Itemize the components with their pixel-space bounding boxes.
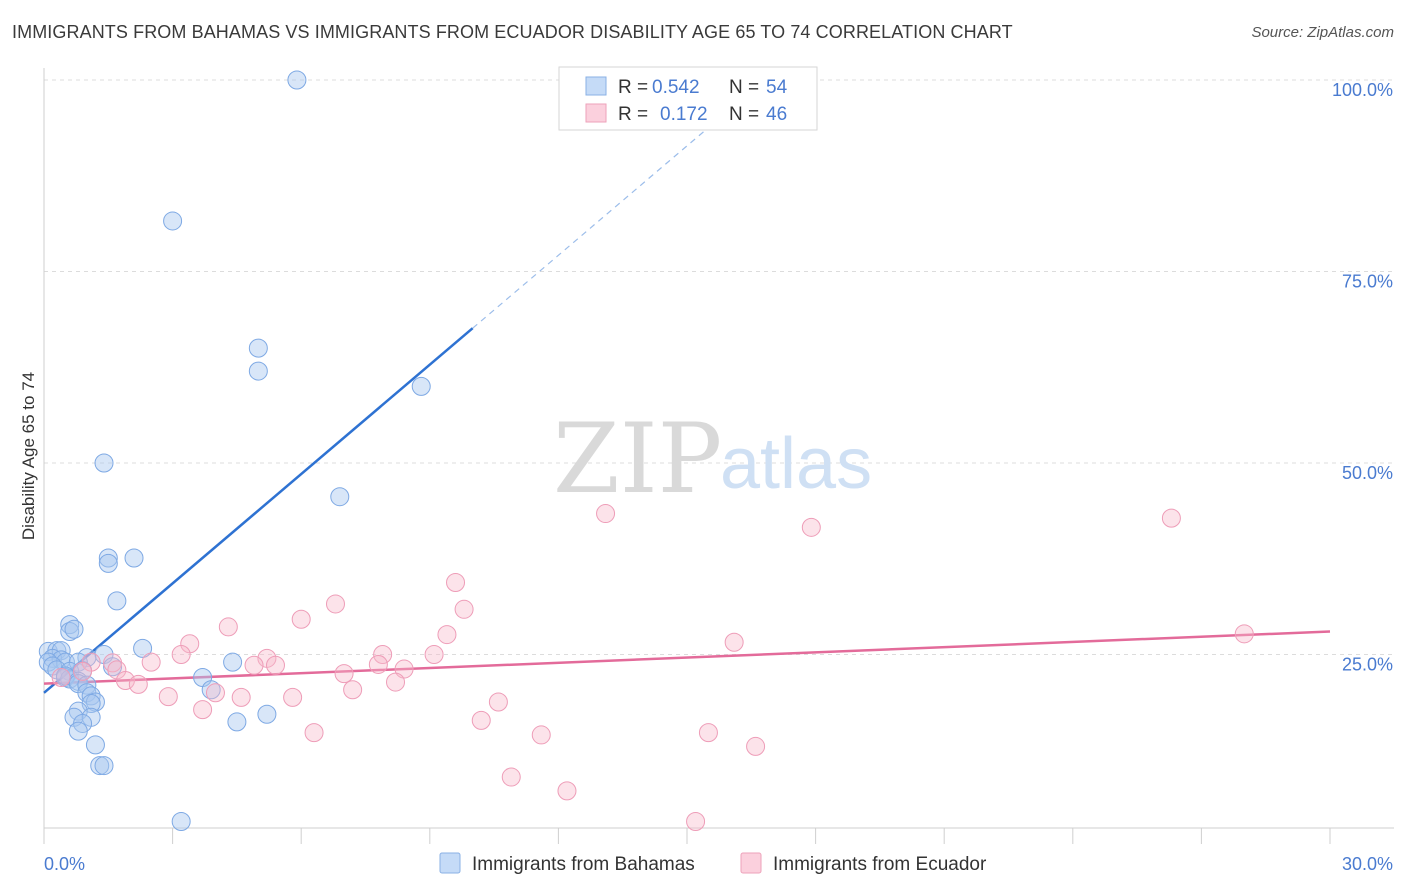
legend-n-value-1: 54 — [766, 77, 788, 98]
point-bahamas-7 — [98, 548, 118, 568]
point-ecuador-14 — [424, 645, 444, 664]
point-ecuador-1 — [801, 517, 821, 537]
point-bahamas-53 — [171, 811, 191, 831]
legend-n-label-2: N = — [729, 104, 759, 125]
point-bahamas-6 — [330, 487, 350, 507]
point-ecuador-43 — [557, 781, 577, 801]
point-ecuador-21 — [368, 654, 388, 674]
point-ecuador-40 — [698, 723, 718, 743]
point-bahamas-2 — [248, 338, 268, 358]
point-ecuador-16 — [141, 652, 161, 672]
point-ecuador-0 — [596, 504, 616, 524]
stats-legend: R = 0.542 N = 54 R = 0.172 N = 46 — [558, 66, 818, 131]
point-bahamas-51 — [90, 756, 110, 776]
series-legend-label-ecuador: Immigrants from Ecuador — [773, 854, 987, 875]
point-ecuador-29 — [386, 672, 406, 692]
point-ecuador-26 — [51, 667, 71, 687]
watermark: ZIP atlas — [553, 403, 872, 515]
y-tick-label-1: 50.0% — [1342, 463, 1393, 483]
point-ecuador-12 — [171, 645, 191, 664]
y-tick-label-3: 100.0% — [1332, 80, 1393, 100]
point-ecuador-39 — [531, 725, 551, 745]
point-bahamas-18 — [133, 638, 153, 658]
point-ecuador-7 — [218, 617, 238, 637]
point-ecuador-27 — [115, 671, 135, 691]
point-ecuador-32 — [158, 687, 178, 707]
series-legend: Immigrants from Bahamas Immigrants from … — [439, 852, 987, 875]
point-bahamas-47 — [68, 721, 88, 741]
point-ecuador-41 — [746, 736, 766, 756]
point-ecuador-31 — [343, 680, 363, 700]
legend-swatch-bahamas — [585, 76, 607, 96]
point-bahamas-4 — [411, 376, 431, 396]
chart-title: IMMIGRANTS FROM BAHAMAS VS IMMIGRANTS FR… — [12, 22, 1013, 42]
point-bahamas-8 — [124, 548, 144, 568]
y-tick-label-0: 25.0% — [1342, 655, 1393, 675]
watermark-zip: ZIP — [553, 403, 722, 515]
point-ecuador-2 — [1161, 508, 1181, 528]
point-ecuador-10 — [724, 632, 744, 652]
legend-r-value-2: 0.172 — [660, 104, 708, 125]
point-ecuador-37 — [471, 710, 491, 730]
chart-source: Source: ZipAtlas.com — [1251, 24, 1394, 41]
point-ecuador-19 — [244, 655, 264, 675]
legend-swatch-ecuador — [585, 103, 607, 123]
point-ecuador-28 — [128, 674, 148, 694]
trend-lines — [43, 101, 1331, 694]
point-ecuador-4 — [454, 599, 474, 619]
legend-r-label-2: R = — [618, 104, 648, 125]
point-ecuador-36 — [193, 700, 213, 720]
y-tick-label-2: 75.0% — [1342, 272, 1393, 292]
point-ecuador-13 — [373, 645, 393, 664]
axes — [43, 68, 1394, 844]
point-bahamas-52 — [94, 756, 114, 776]
legend-r-value-1: 0.542 — [652, 77, 700, 98]
point-bahamas-36 — [223, 652, 243, 672]
point-ecuador-9 — [437, 625, 457, 645]
point-ecuador-42 — [501, 767, 521, 787]
point-bahamas-0 — [287, 70, 307, 90]
data-points — [38, 70, 1254, 831]
point-bahamas-50 — [85, 735, 105, 755]
point-ecuador-44 — [686, 811, 706, 831]
series-legend-swatch-bahamas — [439, 852, 461, 874]
point-ecuador-5 — [325, 594, 345, 614]
series-legend-swatch-ecuador — [740, 852, 762, 874]
point-bahamas-3 — [248, 361, 268, 381]
point-ecuador-25 — [334, 664, 354, 684]
point-ecuador-20 — [265, 655, 285, 675]
point-bahamas-13 — [64, 619, 84, 639]
point-ecuador-24 — [73, 661, 93, 681]
trend-line-bahamas-extension — [472, 101, 739, 329]
y-axis-label: Disability Age 65 to 74 — [19, 372, 38, 540]
point-ecuador-35 — [488, 692, 508, 712]
trend-line-ecuador — [43, 630, 1331, 685]
point-ecuador-8 — [1234, 624, 1254, 644]
point-ecuador-34 — [283, 687, 303, 707]
legend-n-label-1: N = — [729, 77, 759, 98]
point-bahamas-49 — [257, 704, 277, 724]
point-bahamas-48 — [227, 712, 247, 732]
point-ecuador-38 — [304, 723, 324, 743]
legend-n-value-2: 46 — [766, 104, 787, 125]
watermark-atlas: atlas — [720, 424, 872, 504]
x-tick-label-0: 0.0% — [44, 854, 85, 874]
trend-line-bahamas — [43, 327, 474, 694]
point-ecuador-6 — [291, 609, 311, 629]
point-bahamas-10 — [107, 591, 127, 611]
legend-r-label-1: R = — [618, 77, 648, 98]
point-bahamas-9 — [98, 553, 118, 573]
series-legend-label-bahamas: Immigrants from Bahamas — [472, 854, 695, 875]
point-ecuador-33 — [231, 687, 251, 707]
tick-labels: 25.0% 50.0% 75.0% 100.0% 0.0% 30.0% — [44, 80, 1393, 874]
point-ecuador-30 — [205, 683, 225, 703]
point-ecuador-3 — [446, 572, 466, 592]
point-bahamas-1 — [163, 211, 183, 231]
x-tick-label-1: 30.0% — [1342, 854, 1393, 874]
grid-lines — [44, 79, 1394, 655]
point-bahamas-5 — [94, 453, 114, 473]
